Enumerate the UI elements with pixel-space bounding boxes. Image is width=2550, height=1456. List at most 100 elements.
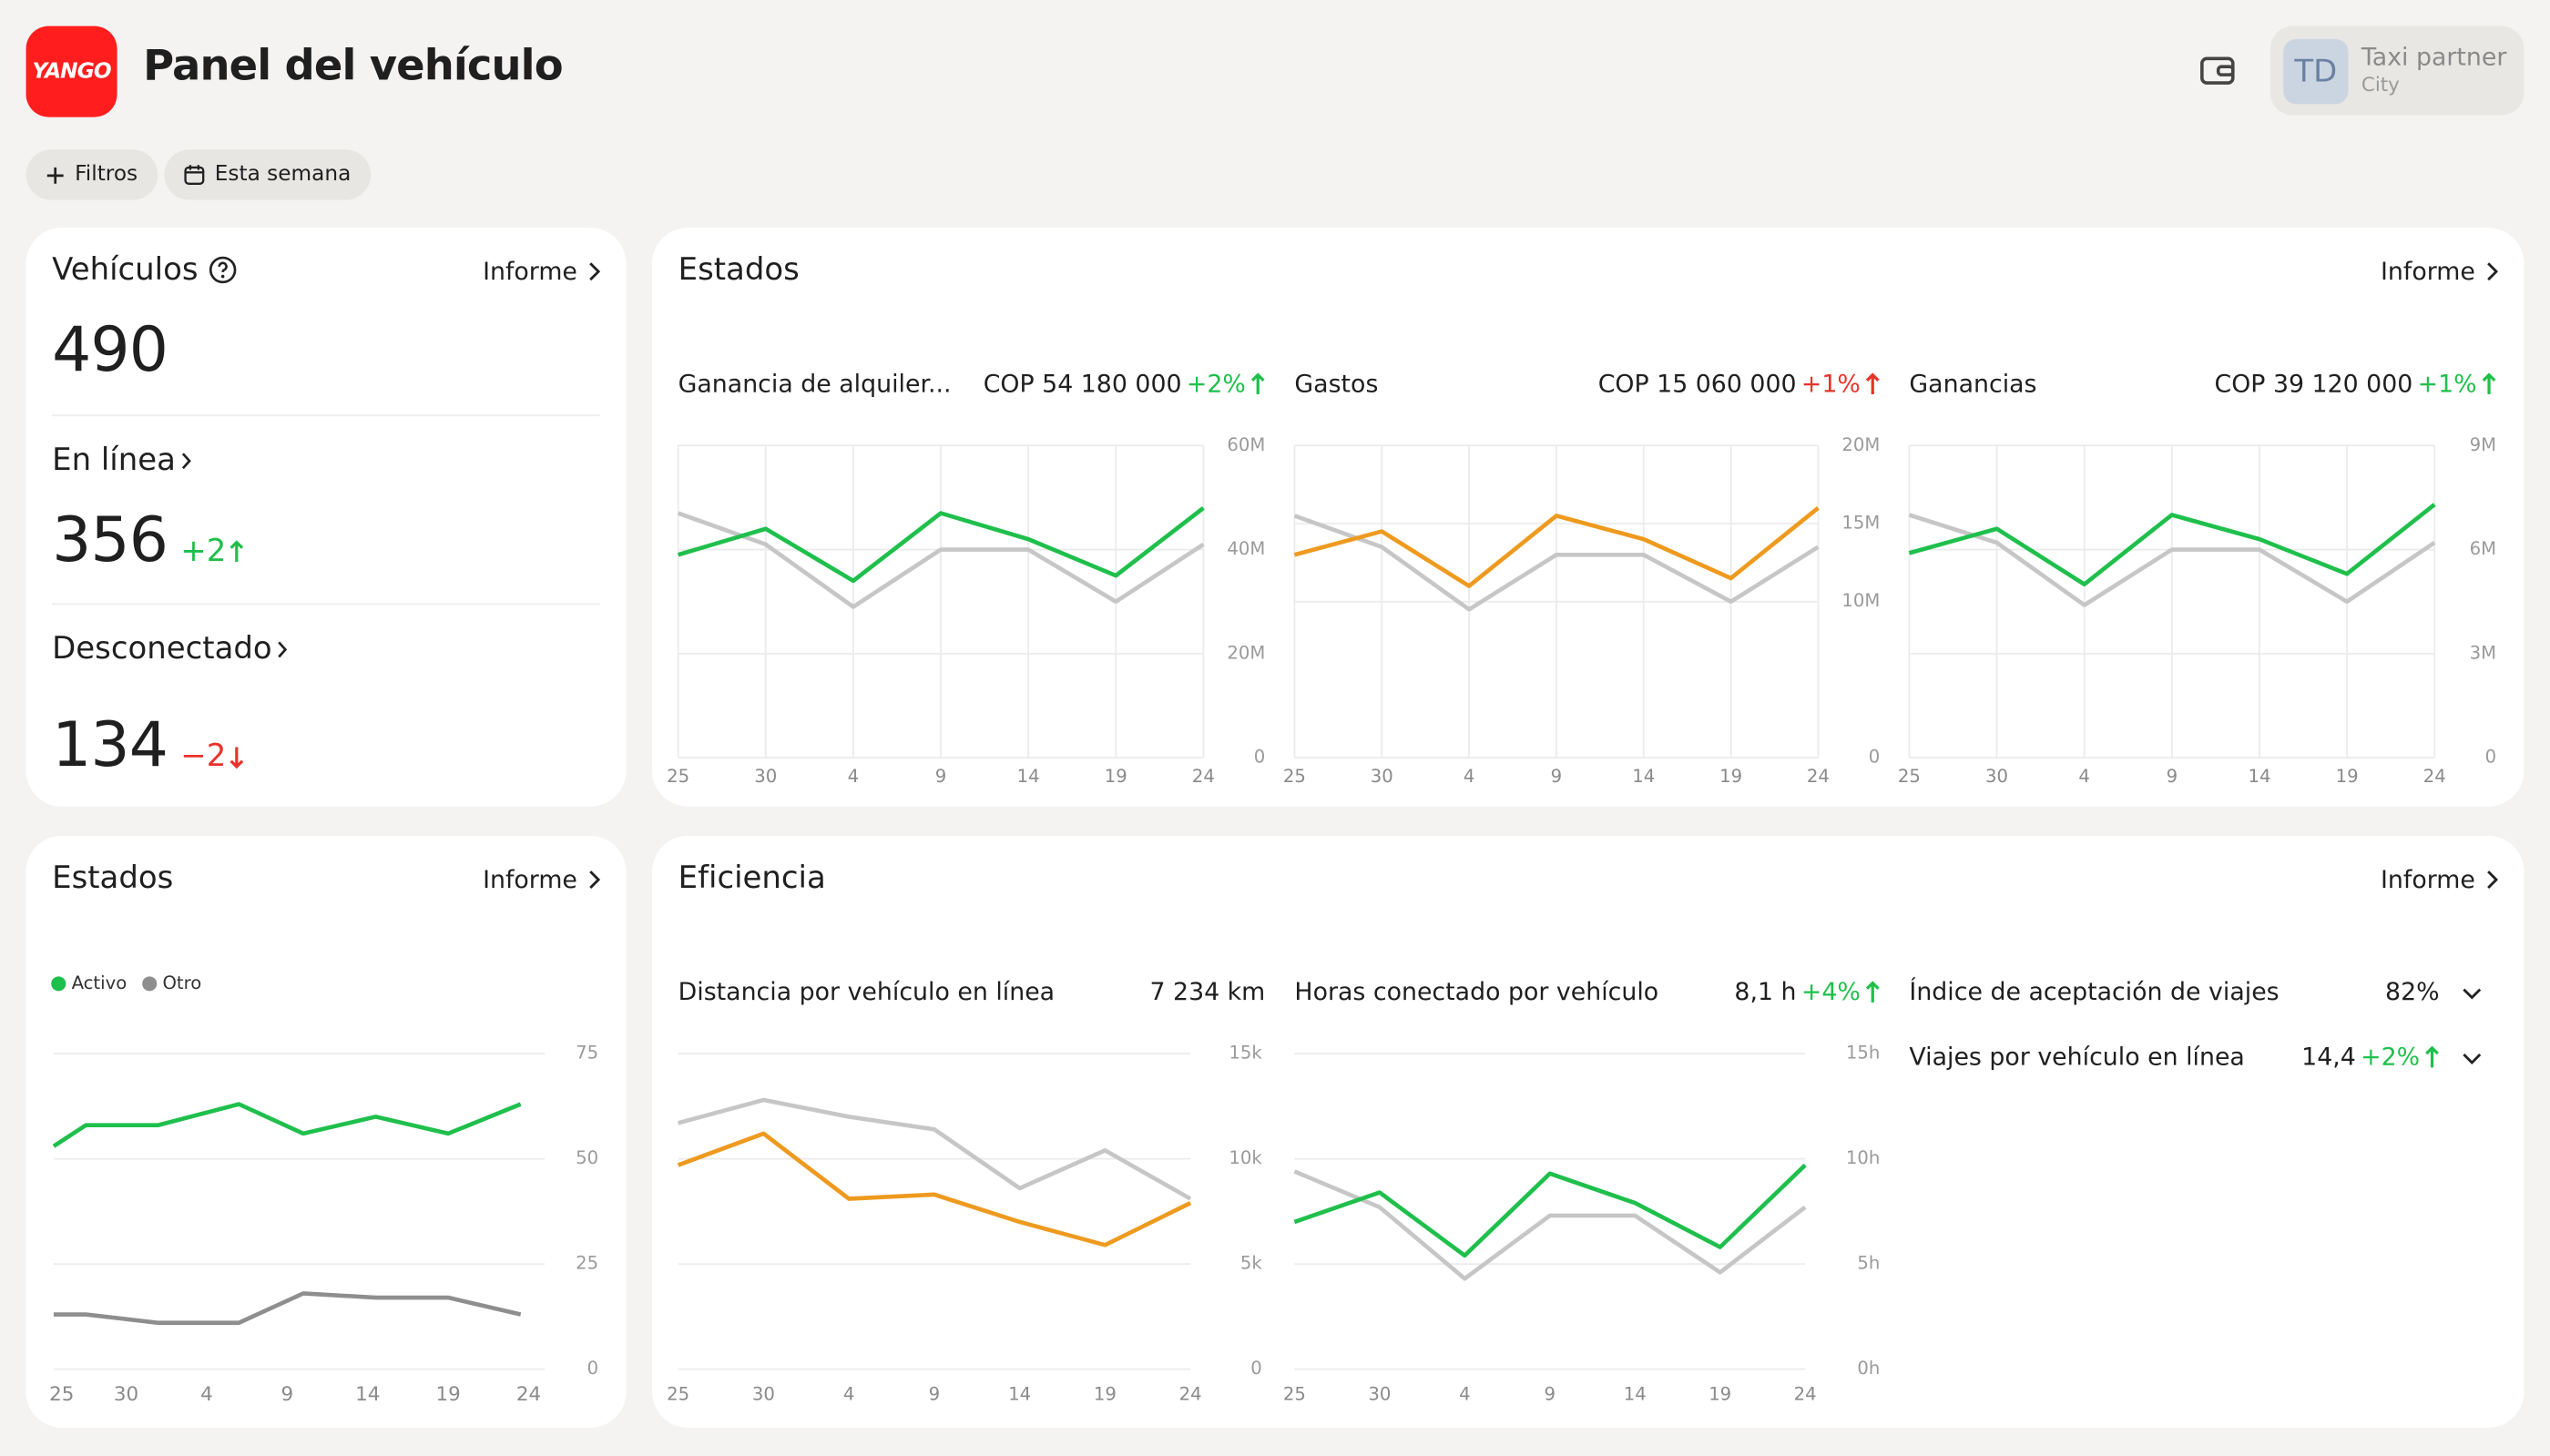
series-line: [677, 511, 1205, 609]
period-button[interactable]: Esta semana: [164, 149, 371, 200]
metric-change: +2%: [1186, 369, 1246, 399]
trend-arrow: [2482, 372, 2496, 394]
metric-label: Distancia por vehículo en línea: [678, 977, 1056, 1007]
x-tick-label: 14: [1008, 1384, 1031, 1405]
x-tick-label: 9: [935, 766, 947, 787]
x-tick-label: 30: [1985, 766, 2008, 787]
trend-arrow: [1865, 980, 1880, 1002]
chevron: [2487, 871, 2498, 890]
x-tick-label: 4: [843, 1384, 854, 1405]
account-pill[interactable]: TD Taxi partner City: [2270, 25, 2524, 116]
trend-arrow: [1865, 372, 1880, 394]
offline-link[interactable]: Desconectado: [52, 631, 288, 667]
y-tick-label: 0: [587, 1358, 599, 1379]
metric-amount: 8,1 h: [1734, 977, 1797, 1007]
filters-button[interactable]: Filtros: [26, 149, 158, 200]
x-tick-label: 9: [1551, 766, 1563, 787]
y-tick-label: 3M: [2470, 642, 2496, 663]
account-city: City: [2361, 73, 2400, 97]
y-tick-label: 5h: [1857, 1253, 1880, 1274]
offline-label: Desconectado: [52, 630, 272, 667]
metric-label: Viajes por vehículo en línea: [1909, 1042, 2245, 1072]
metric-label: Ganancias: [1909, 369, 2037, 399]
metric-label: Ganancia de alquiler...: [678, 369, 952, 399]
series-line: [1293, 1163, 1807, 1258]
expand-chevron[interactable]: [2463, 987, 2482, 1000]
report-link[interactable]: Informe: [2381, 257, 2498, 286]
y-tick-label: 20M: [1841, 434, 1880, 455]
efficiency-title: Eficiencia: [678, 860, 826, 896]
y-tick-label: 6M: [2470, 538, 2496, 559]
y-tick-label: 20M: [1227, 642, 1265, 663]
series-line: [1293, 1169, 1807, 1281]
status-card: Estados Informe: [26, 835, 627, 1428]
legend-swatch: [51, 976, 66, 992]
metric-amount: COP 54 180 000: [983, 369, 1182, 399]
chevron-path: [2463, 988, 2482, 1000]
states-card: Estados Informe: [652, 227, 2524, 807]
x-tick-label: 19: [2336, 766, 2359, 787]
logo[interactable]: YANGO: [26, 25, 117, 117]
chevron: [278, 640, 288, 657]
help-icon[interactable]: [208, 255, 237, 284]
series-line: [1908, 503, 2436, 586]
legend-swatch: [142, 976, 158, 992]
y-tick-label: 9M: [2470, 434, 2496, 455]
x-tick-label: 19: [1719, 766, 1742, 787]
metric-amount: COP 15 060 000: [1597, 369, 1797, 399]
report-text: Informe: [483, 257, 577, 287]
x-tick-label: 4: [848, 766, 860, 787]
series-line: [1908, 513, 2436, 607]
y-tick-label: 5k: [1240, 1253, 1262, 1274]
metric-change: +2%: [2361, 1042, 2421, 1072]
chevron: [589, 871, 600, 890]
arrow-path: [230, 539, 244, 562]
metric-label: Índice de aceptación de viajes: [1909, 977, 2280, 1007]
y-tick-label: 15h: [1846, 1043, 1880, 1064]
x-tick-label: 30: [752, 1384, 775, 1405]
x-tick-label: 9: [929, 1384, 941, 1405]
x-tick-label: 24: [1807, 766, 1830, 787]
metric-value: 7 234 km: [1149, 977, 1265, 1006]
trend-arrow: [2425, 1044, 2439, 1067]
report-link[interactable]: Informe: [483, 865, 600, 894]
y-tick-label: 10M: [1841, 590, 1880, 611]
online-change: +2: [180, 534, 244, 569]
arrow-path: [2425, 1044, 2439, 1067]
metric-amount: 14,4: [2301, 1042, 2356, 1072]
metric-value: 82%: [2385, 977, 2440, 1006]
y-tick-label: 0: [1250, 1358, 1262, 1379]
x-tick-label: 30: [1368, 1384, 1391, 1405]
series-line: [677, 506, 1205, 584]
series-line: [53, 1291, 522, 1326]
x-tick-label: 14: [2248, 766, 2270, 787]
x-tick-label: 4: [2078, 766, 2090, 787]
series-line: [1293, 506, 1820, 588]
expand-chevron[interactable]: [2463, 1052, 2482, 1064]
wallet-icon[interactable]: [2198, 54, 2238, 89]
y-tick-label: 10h: [1846, 1147, 1880, 1168]
offline-value: 134: [52, 708, 168, 781]
y-tick-label: 0: [1254, 747, 1266, 768]
x-tick-label: 30: [114, 1383, 138, 1406]
offline-change-text: −2: [180, 738, 227, 774]
vehicles-title: Vehículos: [52, 251, 199, 289]
chevron: [589, 262, 600, 281]
vehicles-card: Vehículos Informe 490 En línea 356 +2 De…: [26, 227, 627, 807]
x-tick-label: 9: [280, 1383, 293, 1406]
arrow-path: [230, 746, 244, 769]
filters-label: Filtros: [75, 162, 138, 188]
online-link[interactable]: En línea: [52, 443, 192, 478]
report-link[interactable]: Informe: [2381, 865, 2498, 894]
x-tick-label: 24: [2423, 766, 2446, 787]
x-tick-label: 14: [1017, 766, 1040, 787]
card-title: Vehículos: [52, 252, 237, 288]
x-tick-label: 19: [1105, 766, 1127, 787]
x-tick-label: 25: [1898, 766, 1921, 787]
report-text: Informe: [2381, 864, 2475, 895]
y-tick-label: 15k: [1229, 1043, 1262, 1064]
account-name: Taxi partner: [2361, 42, 2507, 72]
report-link[interactable]: Informe: [483, 257, 600, 286]
x-tick-label: 25: [1283, 766, 1306, 787]
y-tick-label: 25: [576, 1253, 598, 1274]
